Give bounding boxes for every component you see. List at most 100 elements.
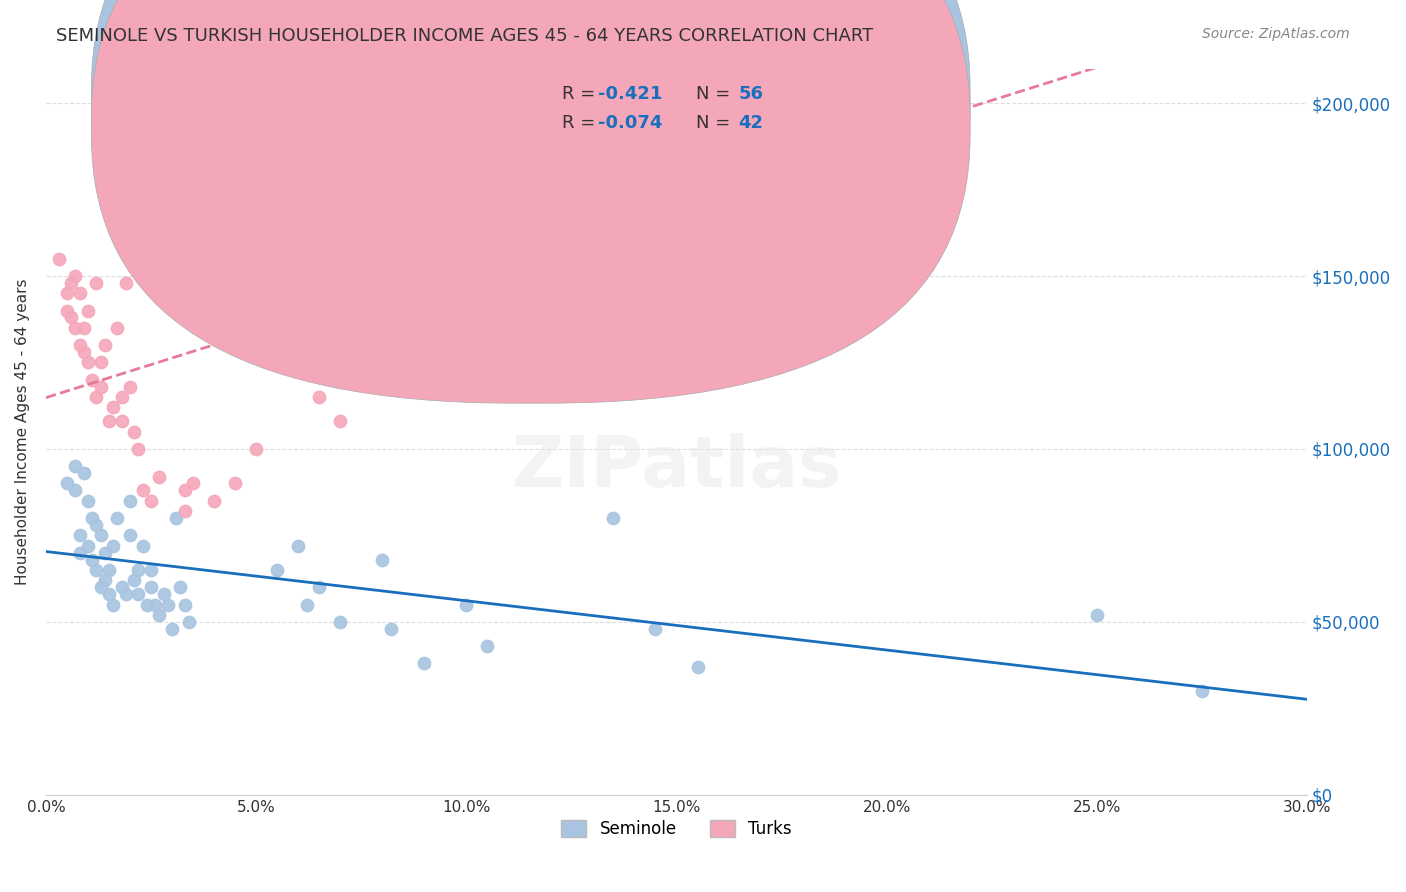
Point — [148, 469, 170, 483]
Point — [90, 580, 112, 594]
Point — [165, 511, 187, 525]
Point — [69, 286, 91, 301]
Point — [245, 442, 267, 456]
Point — [127, 563, 149, 577]
Point — [56, 286, 79, 301]
Point — [48, 252, 70, 266]
Point — [86, 276, 108, 290]
Point — [90, 528, 112, 542]
Point — [60, 310, 83, 325]
Point — [173, 598, 195, 612]
Point — [169, 580, 191, 594]
Point — [65, 321, 87, 335]
Text: 56: 56 — [738, 85, 763, 103]
Point — [127, 587, 149, 601]
Point — [77, 539, 100, 553]
Point — [644, 622, 666, 636]
Point — [1191, 684, 1213, 698]
Point — [56, 476, 79, 491]
Point — [581, 183, 603, 197]
Point — [477, 639, 499, 653]
Point — [98, 563, 121, 577]
Point — [86, 390, 108, 404]
Text: R =: R = — [562, 85, 607, 103]
Point — [60, 276, 83, 290]
Point — [329, 615, 352, 629]
Point — [103, 539, 125, 553]
Point — [173, 483, 195, 498]
Point — [98, 587, 121, 601]
Point — [266, 563, 288, 577]
Point — [111, 580, 134, 594]
Point — [152, 587, 174, 601]
Point — [73, 321, 96, 335]
Point — [177, 615, 200, 629]
Point — [308, 390, 330, 404]
Point — [160, 622, 183, 636]
Point — [69, 528, 91, 542]
Point — [224, 476, 246, 491]
Point — [139, 580, 162, 594]
Point — [143, 598, 166, 612]
Text: -0.074: -0.074 — [598, 114, 662, 132]
Point — [173, 504, 195, 518]
Point — [686, 659, 709, 673]
Point — [139, 493, 162, 508]
Point — [122, 574, 145, 588]
Point — [156, 598, 179, 612]
Point — [308, 580, 330, 594]
Point — [456, 598, 478, 612]
Y-axis label: Householder Income Ages 45 - 64 years: Householder Income Ages 45 - 64 years — [15, 278, 30, 585]
Point — [82, 552, 104, 566]
Point — [115, 587, 138, 601]
Point — [287, 539, 309, 553]
Point — [413, 657, 436, 671]
Point — [181, 476, 204, 491]
Point — [86, 563, 108, 577]
Point — [148, 607, 170, 622]
Point — [82, 511, 104, 525]
Point — [77, 303, 100, 318]
Point — [115, 276, 138, 290]
Point — [94, 574, 117, 588]
Point — [103, 598, 125, 612]
Point — [94, 546, 117, 560]
Point — [107, 321, 129, 335]
Text: N =: N = — [696, 85, 735, 103]
Text: R =: R = — [562, 114, 607, 132]
Point — [90, 355, 112, 369]
Point — [131, 483, 153, 498]
Point — [139, 563, 162, 577]
Point — [202, 493, 225, 508]
Point — [69, 338, 91, 352]
Point — [111, 414, 134, 428]
Point — [211, 183, 233, 197]
Point — [65, 268, 87, 283]
Point — [73, 466, 96, 480]
Point — [69, 546, 91, 560]
Point — [131, 539, 153, 553]
Text: SEMINOLE VS TURKISH HOUSEHOLDER INCOME AGES 45 - 64 YEARS CORRELATION CHART: SEMINOLE VS TURKISH HOUSEHOLDER INCOME A… — [56, 27, 873, 45]
Point — [90, 379, 112, 393]
Text: N =: N = — [696, 114, 735, 132]
Point — [135, 598, 157, 612]
Point — [65, 483, 87, 498]
Point — [73, 345, 96, 359]
Legend: Seminole, Turks: Seminole, Turks — [554, 813, 799, 845]
Point — [329, 414, 352, 428]
Point — [122, 425, 145, 439]
Point — [295, 598, 318, 612]
Point — [86, 518, 108, 533]
Point — [127, 442, 149, 456]
Point — [111, 390, 134, 404]
Point — [118, 379, 141, 393]
Text: ZIPatlas: ZIPatlas — [512, 434, 842, 502]
Point — [107, 511, 129, 525]
Point — [118, 528, 141, 542]
Text: Source: ZipAtlas.com: Source: ZipAtlas.com — [1202, 27, 1350, 41]
Point — [118, 493, 141, 508]
Point — [371, 552, 394, 566]
Point — [380, 622, 402, 636]
Point — [602, 511, 624, 525]
Text: -0.421: -0.421 — [598, 85, 662, 103]
